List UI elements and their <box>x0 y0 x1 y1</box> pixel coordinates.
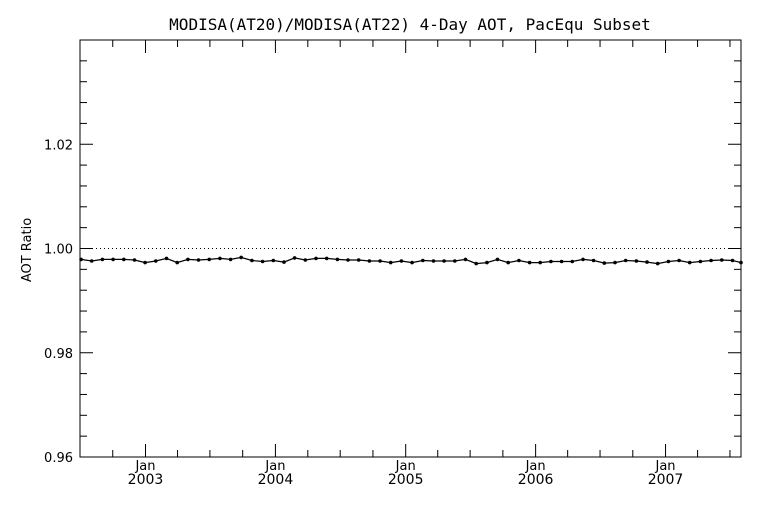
series-points <box>79 255 743 266</box>
data-point <box>687 260 692 265</box>
x-tick-year-label: 2007 <box>648 472 684 488</box>
data-point <box>154 259 158 263</box>
data-point <box>346 258 350 262</box>
data-point <box>442 259 446 263</box>
y-axis-label: AOT Ratio <box>20 218 35 282</box>
tick-labels: 0.960.981.001.02Jan2003Jan2004Jan2005Jan… <box>44 138 683 488</box>
data-point <box>239 255 243 260</box>
x-tick-month-label: Jan <box>655 459 676 474</box>
data-point <box>591 258 596 263</box>
data-point <box>186 257 190 262</box>
data-point <box>431 259 436 263</box>
data-point <box>623 258 628 263</box>
x-tick-month-label: Jan <box>264 459 285 474</box>
data-point <box>271 258 276 263</box>
data-point <box>527 260 532 265</box>
data-point <box>335 257 340 262</box>
y-tick-label: 0.96 <box>44 451 73 466</box>
data-point <box>260 259 265 264</box>
data-point <box>730 258 735 263</box>
data-point <box>282 260 286 264</box>
data-point <box>218 256 222 261</box>
data-point <box>111 257 115 262</box>
x-tick-year-label: 2005 <box>388 472 424 488</box>
data-point <box>324 256 329 261</box>
data-point <box>538 260 542 265</box>
plot-frame <box>79 39 742 458</box>
data-point <box>367 259 372 263</box>
data-point <box>495 257 500 262</box>
data-point <box>79 257 83 262</box>
data-point <box>378 259 382 263</box>
data-point <box>720 258 724 262</box>
data-point <box>677 258 681 263</box>
data-point <box>314 256 318 261</box>
data-point <box>410 260 414 265</box>
data-point <box>292 256 297 260</box>
x-tick-year-label: 2006 <box>518 472 554 488</box>
x-tick-month-label: Jan <box>395 459 416 474</box>
data-point <box>122 257 126 262</box>
x-tick-month-label: Jan <box>525 459 546 474</box>
data-point <box>388 260 393 265</box>
data-point <box>100 257 105 262</box>
data-point <box>634 259 639 263</box>
data-point <box>485 260 489 265</box>
x-tick-year-label: 2004 <box>258 472 294 488</box>
data-point <box>421 258 425 263</box>
data-point <box>132 258 137 262</box>
data-point <box>698 259 703 264</box>
chart-title: MODISA(AT20)/MODISA(AT22) 4-Day AOT, Pac… <box>169 15 651 34</box>
axis-ticks <box>80 40 741 458</box>
data-point <box>356 258 361 262</box>
data-point <box>602 261 607 265</box>
x-tick-year-label: 2003 <box>128 472 164 488</box>
data-point <box>89 259 94 263</box>
data-point <box>228 257 233 262</box>
data-point <box>666 259 671 264</box>
data-point <box>143 260 147 265</box>
x-tick-month-label: Jan <box>134 459 155 474</box>
data-point <box>506 260 511 265</box>
data-point <box>709 258 713 263</box>
data-point <box>570 259 575 264</box>
data-point <box>655 261 660 266</box>
data-point <box>164 256 169 261</box>
data-point <box>250 258 254 263</box>
data-point <box>399 259 404 263</box>
data-point <box>303 258 308 262</box>
data-point <box>559 259 564 264</box>
data-point <box>645 260 649 264</box>
data-point <box>613 260 617 265</box>
data-point <box>474 261 479 266</box>
data-point <box>581 257 585 262</box>
data-point <box>196 258 201 262</box>
data-point <box>453 259 457 263</box>
data-point <box>463 257 468 262</box>
data-point <box>549 259 553 264</box>
y-tick-label: 1.00 <box>44 243 73 258</box>
data-point <box>739 260 743 265</box>
y-tick-label: 0.98 <box>44 347 73 362</box>
data-point <box>517 258 521 263</box>
y-tick-label: 1.02 <box>44 138 73 153</box>
data-point <box>175 260 179 265</box>
data-point <box>207 257 211 262</box>
